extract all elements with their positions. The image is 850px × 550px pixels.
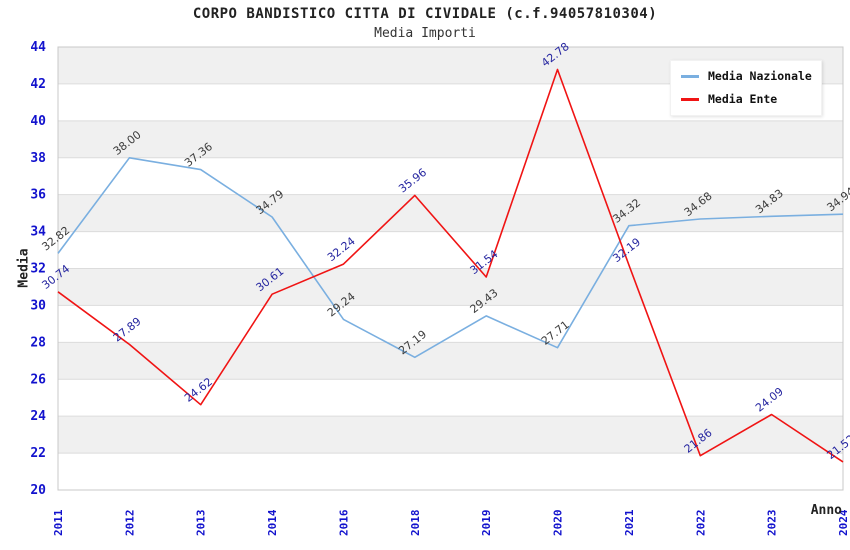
x-tick-label: 2012 xyxy=(123,510,136,537)
y-tick-label: 40 xyxy=(30,114,46,129)
y-tick-label: 24 xyxy=(30,409,46,424)
x-tick-label: 2020 xyxy=(552,510,565,537)
legend-label-ente: Media Ente xyxy=(708,92,778,106)
plot-band xyxy=(58,416,843,454)
y-tick-label: 42 xyxy=(30,77,46,92)
plot-band xyxy=(58,268,843,306)
x-tick-label: 2021 xyxy=(623,509,636,536)
series-line-media-nazionale xyxy=(57,157,844,359)
legend: Media Nazionale Media Ente xyxy=(670,60,822,116)
y-tick-label: 20 xyxy=(30,483,46,498)
series-line-media-ente xyxy=(57,68,844,463)
x-tick-label: 2019 xyxy=(480,510,493,537)
y-axis-title: Media xyxy=(16,248,32,288)
y-tick-label: 36 xyxy=(30,188,46,203)
legend-item-media-nazionale: Media Nazionale xyxy=(681,69,812,83)
legend-swatch-ente-icon xyxy=(681,97,699,101)
x-axis-title: Anno xyxy=(810,503,842,518)
y-tick-label: 22 xyxy=(30,446,46,461)
y-tick-label: 28 xyxy=(30,335,46,350)
y-tick-label: 30 xyxy=(30,298,46,313)
y-tick-label: 34 xyxy=(30,225,46,240)
chart-title: CORPO BANDISTICO CITTA DI CIVIDALE (c.f.… xyxy=(192,6,658,22)
x-tick-label: 2013 xyxy=(195,510,208,537)
data-point-label: 35.96 xyxy=(396,166,429,196)
legend-swatch-nazionale-icon xyxy=(681,74,699,78)
x-tick-label: 2018 xyxy=(409,510,422,537)
plot-band xyxy=(58,342,843,380)
chart-subtitle: Media Importi xyxy=(374,26,476,41)
legend-item-media-ente: Media Ente xyxy=(681,92,811,106)
x-tick-label: 2014 xyxy=(266,509,279,536)
y-tick-label: 32 xyxy=(30,262,46,277)
data-point-label: 24.09 xyxy=(753,385,786,415)
plot-band xyxy=(58,120,843,158)
x-tick-label: 2023 xyxy=(766,510,779,537)
data-point-label: 32.24 xyxy=(325,235,358,265)
plot-band xyxy=(58,194,843,232)
data-point-label: 27.89 xyxy=(111,315,144,345)
x-tick-label: 2016 xyxy=(337,509,350,536)
y-tick-label: 44 xyxy=(30,40,46,55)
plot-border xyxy=(57,46,844,491)
x-tick-label: 2011 xyxy=(52,509,65,536)
y-tick-label: 38 xyxy=(30,151,46,166)
x-tick-label: 2024 xyxy=(837,509,850,536)
legend-label-nazionale: Media Nazionale xyxy=(708,69,812,83)
y-tick-label: 26 xyxy=(30,372,46,387)
x-tick-label: 2022 xyxy=(694,510,707,537)
